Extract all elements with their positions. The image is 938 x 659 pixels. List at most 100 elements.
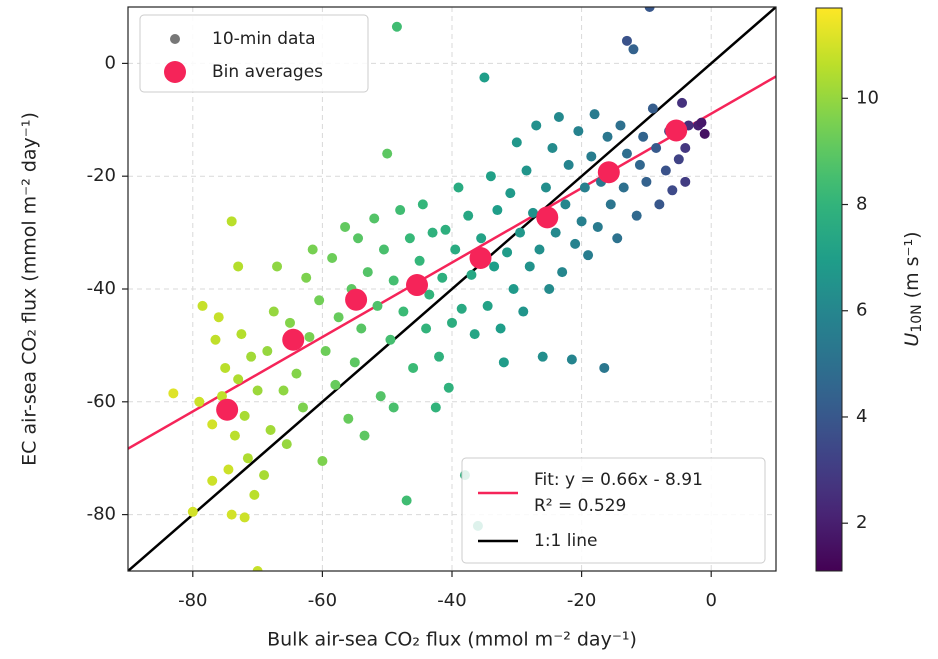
data-point: [550, 227, 561, 238]
data-point: [453, 182, 464, 193]
data-point: [443, 382, 454, 393]
y-tick-label: -20: [87, 165, 116, 186]
data-point: [281, 439, 292, 450]
data-point: [518, 306, 529, 317]
data-point: [466, 269, 477, 280]
data-point: [388, 402, 399, 413]
data-point: [621, 148, 632, 159]
legend-label: Fit: y = 0.66x - 8.91: [534, 470, 703, 490]
data-point: [660, 165, 671, 176]
fit-line: [128, 75, 776, 450]
data-point: [534, 244, 545, 255]
data-point: [391, 21, 402, 32]
data-point: [395, 205, 406, 216]
data-point: [327, 252, 338, 263]
data-point: [647, 103, 658, 114]
data-point: [353, 233, 364, 244]
data-point: [372, 300, 383, 311]
data-point: [463, 210, 474, 221]
legend-label: Bin averages: [212, 62, 323, 82]
data-point: [547, 143, 558, 153]
data-point: [246, 351, 257, 362]
data-point: [505, 188, 516, 199]
data-point: [207, 419, 218, 430]
data-point: [414, 255, 425, 266]
data-point: [560, 199, 571, 210]
data-point: [330, 379, 341, 390]
data-point: [699, 128, 710, 139]
data-point: [378, 244, 389, 255]
data-point: [262, 346, 273, 357]
data-point: [680, 176, 691, 187]
legend-bottom: Fit: y = 0.66x - 8.91 R² = 0.529 1:1 lin…: [461, 457, 766, 564]
data-point: [667, 185, 678, 196]
data-point: [592, 221, 603, 232]
data-point: [521, 165, 532, 176]
data-point: [618, 182, 629, 193]
data-point: [434, 351, 445, 362]
colorbar: [815, 7, 843, 572]
y-tick-label: -80: [87, 504, 116, 525]
y-tick-label: -40: [87, 278, 116, 299]
data-point: [375, 391, 386, 402]
data-point: [349, 357, 360, 368]
x-tick-label: -20: [567, 590, 596, 611]
data-point: [537, 351, 548, 362]
data-point: [359, 430, 370, 441]
data-point: [576, 216, 587, 227]
data-point: [304, 331, 315, 342]
data-point: [476, 233, 487, 244]
data-point: [586, 151, 597, 162]
data-point: [398, 306, 409, 317]
y-tick-label: -60: [87, 391, 116, 412]
data-point: [213, 312, 224, 323]
data-point: [612, 233, 623, 244]
data-point: [492, 205, 503, 216]
colorbar-label: U10N (m s⁻¹): [901, 231, 926, 346]
data-point: [495, 323, 506, 334]
data-point: [508, 284, 519, 294]
data-point: [485, 171, 496, 182]
data-point: [430, 402, 441, 413]
data-point: [696, 117, 707, 128]
data-point: [489, 261, 500, 272]
y-axis-label: EC air-sea CO₂ flux (mmol m⁻² day⁻¹): [19, 112, 41, 466]
data-point: [573, 126, 584, 137]
data-point: [340, 221, 351, 232]
data-point: [599, 362, 610, 373]
data-point: [540, 182, 551, 193]
data-point: [631, 210, 642, 221]
data-point: [197, 300, 208, 311]
data-point: [249, 489, 260, 500]
data-point: [553, 111, 564, 122]
bin-average: [282, 328, 305, 351]
data-point: [677, 97, 688, 108]
data-point: [515, 227, 526, 238]
bin-average: [469, 246, 492, 269]
legend-box: [139, 14, 369, 93]
data-point: [278, 385, 289, 396]
data-point: [388, 275, 399, 286]
data-point: [220, 362, 231, 373]
data-point: [233, 374, 244, 385]
data-point: [226, 509, 237, 520]
data-point: [233, 261, 244, 272]
data-point: [343, 413, 354, 424]
data-point: [356, 323, 367, 334]
data-point: [272, 261, 283, 272]
data-point: [317, 456, 328, 467]
data-point: [628, 44, 639, 55]
bin-average: [665, 119, 688, 142]
data-point: [579, 182, 590, 193]
legend-marker: [170, 34, 180, 44]
data-point: [469, 329, 480, 340]
bin-average: [345, 288, 368, 311]
data-point: [242, 453, 253, 464]
data-point: [421, 323, 432, 334]
x-tick-label: -60: [308, 590, 337, 611]
data-point: [226, 216, 237, 227]
data-point: [602, 131, 613, 142]
bin-average: [406, 274, 429, 297]
data-point: [570, 238, 581, 249]
